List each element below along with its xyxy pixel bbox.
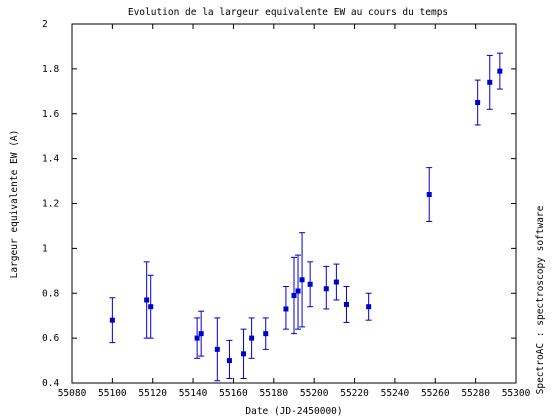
data-point xyxy=(144,297,150,303)
data-point xyxy=(497,68,503,74)
x-tick-label: 55140 xyxy=(179,388,208,399)
x-tick-label: 55120 xyxy=(138,388,167,399)
data-point xyxy=(426,192,432,198)
x-axis-label: Date (JD-2450000) xyxy=(245,406,342,417)
x-tick-label: 55180 xyxy=(260,388,289,399)
y-tick-label: 1.2 xyxy=(42,199,59,210)
data-point xyxy=(198,331,204,337)
data-point xyxy=(333,279,339,285)
data-point xyxy=(323,286,329,292)
y-tick-label: 0.4 xyxy=(42,378,59,389)
data-point xyxy=(148,304,154,310)
chart-title: Evolution de la largeur equivalente EW a… xyxy=(128,7,448,18)
x-tick-label: 55160 xyxy=(219,388,248,399)
y-tick-label: 1.4 xyxy=(42,154,59,165)
error-bars xyxy=(109,52,503,382)
data-point xyxy=(307,281,313,287)
y-tick-label: 1.8 xyxy=(42,64,59,75)
data-point xyxy=(475,100,481,106)
x-tick-label: 55080 xyxy=(58,388,87,399)
data-point xyxy=(241,351,247,357)
x-tick-label: 55200 xyxy=(300,388,329,399)
x-tick-label: 55220 xyxy=(340,388,369,399)
data-point xyxy=(291,292,297,298)
data-point xyxy=(249,335,255,341)
x-tick-label: 55260 xyxy=(421,388,450,399)
y-tick-label: 2 xyxy=(42,19,48,30)
y-tick-label: 1 xyxy=(42,243,48,254)
x-tick-label: 55240 xyxy=(381,388,410,399)
y-axis-label: Largeur equivalente EW (A) xyxy=(9,130,20,279)
x-tick-label: 55100 xyxy=(98,388,127,399)
data-point xyxy=(226,358,232,364)
data-point xyxy=(299,277,305,283)
data-point xyxy=(343,301,349,307)
data-points xyxy=(109,68,503,364)
data-point xyxy=(487,79,493,85)
data-point xyxy=(263,331,269,337)
data-point xyxy=(109,317,115,323)
side-credit-label: SpectroAC : spectroscopy software xyxy=(535,205,546,394)
y-tick-label: 1.6 xyxy=(42,109,59,120)
y-axis-ticks: 0.4 0.6 0.8 1 1.2 1.4 1.6 1.8 2 xyxy=(42,19,516,389)
data-point xyxy=(214,346,220,352)
data-point xyxy=(283,306,289,312)
x-tick-label: 55300 xyxy=(502,388,531,399)
x-axis-ticks: 55080 55100 55120 55140 55160 55180 55200 55220… xyxy=(58,24,531,399)
data-point xyxy=(194,335,200,341)
y-tick-label: 0.6 xyxy=(42,333,59,344)
x-tick-label: 55280 xyxy=(461,388,490,399)
y-tick-label: 0.8 xyxy=(42,288,59,299)
data-point xyxy=(295,288,301,294)
data-point xyxy=(366,304,372,310)
